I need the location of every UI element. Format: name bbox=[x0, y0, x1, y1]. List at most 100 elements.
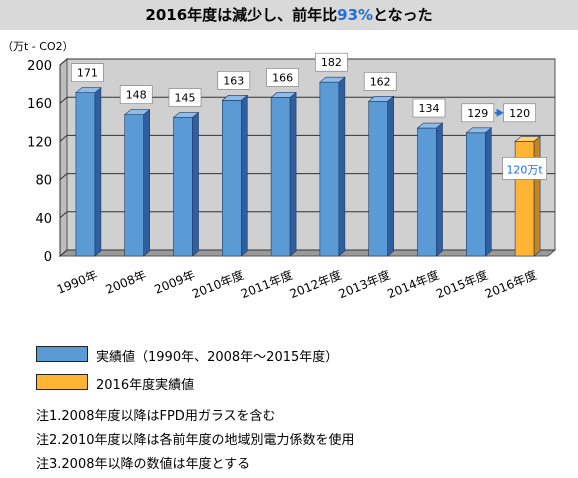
title-suffix: となった bbox=[373, 6, 433, 24]
x-tick-label: 2016年度 bbox=[483, 267, 539, 301]
value-label-box bbox=[119, 85, 153, 104]
bar-top bbox=[514, 136, 541, 142]
y-axis: 0 40 80 120 160 200 bbox=[27, 59, 61, 265]
bar-2015年度 bbox=[465, 127, 493, 257]
bar-side bbox=[143, 109, 150, 257]
bar-side bbox=[192, 111, 199, 257]
value-label: 182 bbox=[321, 56, 342, 69]
bar-front bbox=[124, 114, 144, 257]
value-label-2013年度: 162 bbox=[363, 71, 397, 91]
value-label-box bbox=[363, 71, 397, 91]
value-label-2014年度: 134 bbox=[412, 98, 446, 118]
value-label-2008年: 148 bbox=[119, 85, 153, 104]
value-label: 171 bbox=[77, 67, 98, 80]
bar-front bbox=[417, 127, 437, 257]
bar-front bbox=[222, 100, 242, 257]
bar-side bbox=[533, 135, 541, 257]
bar-front bbox=[319, 81, 340, 257]
bar-2008年 bbox=[123, 109, 151, 257]
bar-top bbox=[319, 76, 346, 83]
value-label-2009年: 145 bbox=[168, 88, 202, 107]
note-2: 注2.2010年度以降は各前年度の地域別電力係数を使用 bbox=[36, 433, 355, 448]
x-tick-label: 2012年度 bbox=[287, 267, 343, 301]
callout-text: 120万t bbox=[506, 163, 543, 176]
value-label-box bbox=[461, 103, 495, 123]
y-tick-label: 160 bbox=[27, 97, 52, 112]
chart-side-wall bbox=[59, 57, 68, 258]
bar-top bbox=[221, 95, 249, 101]
value-label-box bbox=[412, 98, 446, 118]
bar-top bbox=[75, 87, 102, 93]
bar-front bbox=[270, 97, 291, 257]
value-labels: 171 148 145 163 166 182 162 134 129 120 120万t bbox=[71, 52, 547, 180]
y-tick-label: 40 bbox=[35, 212, 52, 227]
value-label: 148 bbox=[126, 89, 147, 102]
value-label-2015年度: 129 bbox=[461, 103, 495, 123]
bar-top bbox=[416, 122, 444, 129]
value-label-box bbox=[315, 52, 348, 72]
bar-2012年度 bbox=[319, 76, 346, 257]
bar-side bbox=[436, 122, 443, 257]
chart-title: 2016年度は減少し、前年比93%となった bbox=[0, 0, 578, 30]
bar-side bbox=[387, 95, 395, 257]
legend-label-current: 2016年度実績値 bbox=[96, 378, 195, 393]
bar-side bbox=[484, 127, 492, 257]
value-label-2011年度: 166 bbox=[266, 68, 299, 87]
bar-top bbox=[123, 109, 151, 115]
legend-swatch-actual bbox=[36, 346, 88, 362]
legend-swatch-current bbox=[36, 374, 88, 390]
value-label: 129 bbox=[467, 107, 488, 120]
value-label-box bbox=[266, 68, 299, 87]
value-label-1990年: 171 bbox=[71, 63, 104, 82]
note-3: 注3.2008年以降の数値は年度とする bbox=[36, 457, 251, 472]
bar-2013年度 bbox=[367, 95, 395, 257]
bar-side bbox=[289, 91, 297, 257]
x-tick-label: 2011年度 bbox=[239, 267, 295, 301]
gridline-depth bbox=[59, 135, 68, 142]
bar-side bbox=[241, 94, 248, 257]
gridline-depth bbox=[59, 173, 68, 180]
y-tick-label: 0 bbox=[44, 250, 52, 265]
value-label-2016年度: 120 bbox=[503, 103, 536, 123]
bar-top bbox=[465, 127, 493, 134]
value-label-box bbox=[168, 88, 202, 107]
trend-arrow-head bbox=[496, 108, 504, 117]
y-tick-label: 120 bbox=[27, 135, 52, 150]
legend-label-actual: 実績値（1990年、2008年～2015年度） bbox=[96, 350, 339, 365]
gridline-depth bbox=[59, 58, 68, 66]
x-tick-label: 2009年 bbox=[152, 268, 197, 297]
bar-front bbox=[173, 117, 193, 257]
gridline-depth bbox=[59, 249, 68, 257]
value-label: 134 bbox=[419, 102, 440, 115]
bar-front bbox=[368, 100, 389, 257]
bar-top bbox=[172, 112, 200, 118]
x-tick-label: 2008年 bbox=[104, 268, 149, 297]
bar-1990年 bbox=[75, 87, 102, 257]
value-label: 166 bbox=[272, 71, 293, 84]
highlight-callout: 120万t bbox=[502, 157, 547, 180]
y-tick-label: 80 bbox=[35, 174, 52, 189]
x-tick-label: 1990年 bbox=[55, 268, 100, 297]
bar-front bbox=[465, 132, 486, 257]
bar-top bbox=[270, 92, 297, 98]
title-prefix: 2016年度は減少し、前年比 bbox=[145, 6, 338, 24]
bar-2016年度 bbox=[514, 135, 541, 257]
callout-box bbox=[502, 157, 547, 180]
bar-2009年 bbox=[172, 111, 200, 257]
title-accent-percent: 93% bbox=[337, 6, 374, 24]
value-label-2010年度: 163 bbox=[217, 71, 251, 90]
bar-side bbox=[338, 76, 346, 257]
value-label-2012年度: 182 bbox=[315, 52, 348, 72]
x-tick-label: 2015年度 bbox=[434, 267, 490, 301]
y-tick-label: 200 bbox=[27, 59, 52, 74]
value-label-box bbox=[71, 63, 104, 82]
gridline-depth bbox=[59, 211, 68, 219]
bar-2010年度 bbox=[221, 94, 249, 257]
x-tick-label: 2013年度 bbox=[336, 267, 392, 301]
x-tick-label: 2010年度 bbox=[190, 267, 246, 301]
note-1: 注1.2008年度以降はFPD用ガラスを含む bbox=[36, 409, 276, 424]
y-axis-unit-label: （万t - CO2） bbox=[2, 40, 74, 53]
value-label: 145 bbox=[175, 92, 196, 105]
